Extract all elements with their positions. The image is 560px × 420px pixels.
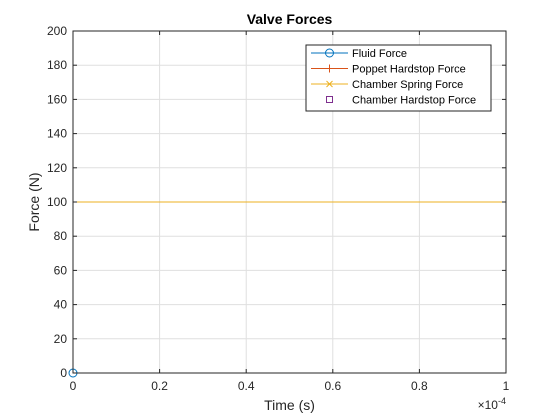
- x-tick-label-1: 0.2: [151, 379, 168, 393]
- x-tick-label-5: 1: [503, 379, 510, 393]
- x-exponent-base: ×10: [478, 398, 499, 412]
- y-tick-label-1: 20: [54, 332, 68, 346]
- legend-item-3: Chamber Hardstop Force: [326, 95, 476, 107]
- y-tick-label-8: 160: [47, 92, 67, 106]
- legend-label-2: Chamber Spring Force: [352, 79, 463, 91]
- legend-item-2: Chamber Spring Force: [311, 79, 463, 91]
- legend: Fluid Force Poppet Hardstop Force Chamber …: [305, 44, 492, 112]
- legend-marker-2-b: [326, 80, 333, 88]
- y-tick-label-10: 200: [47, 24, 67, 38]
- x-exponent-power: -4: [498, 396, 506, 406]
- x-tick-label-2: 0.4: [238, 379, 255, 393]
- legend-marker-1: [325, 64, 334, 73]
- y-tick-label-9: 180: [47, 58, 67, 72]
- x-tick-label-4: 0.8: [411, 379, 428, 393]
- x-tick-label-3: 0.6: [324, 379, 341, 393]
- legend-marker-3: [326, 96, 333, 103]
- y-tick-label-6: 120: [47, 161, 67, 175]
- legend-box: [305, 44, 492, 112]
- legend-item-1: Poppet Hardstop Force: [311, 64, 466, 76]
- legend-label-0: Fluid Force: [352, 48, 407, 60]
- x-axis-title: Time (s): [264, 397, 315, 413]
- legend-marker-0: [325, 48, 334, 58]
- legend-label-1: Poppet Hardstop Force: [352, 64, 466, 76]
- y-tick-label-4: 80: [54, 229, 68, 243]
- ticks: 0 0.2 0.4 0.6 0.8 1 0 20 40 60 80 100 120 140 160 180 20…: [47, 24, 510, 393]
- x-tick-label-0: 0: [70, 379, 77, 393]
- y-tick-label-2: 40: [54, 298, 68, 312]
- y-tick-label-7: 140: [47, 127, 67, 141]
- y-tick-label-3: 60: [54, 263, 68, 277]
- x-axis-exponent: ×10-4: [478, 396, 506, 412]
- y-tick-label-5: 100: [47, 195, 67, 209]
- chart-title: Valve Forces: [247, 11, 333, 27]
- legend-marker-2: [326, 80, 333, 88]
- y-tick-label-0: 0: [60, 366, 67, 380]
- y-axis-title: Force (N): [26, 172, 42, 231]
- legend-item-0: Fluid Force: [311, 48, 407, 60]
- legend-label-3: Chamber Hardstop Force: [352, 95, 476, 107]
